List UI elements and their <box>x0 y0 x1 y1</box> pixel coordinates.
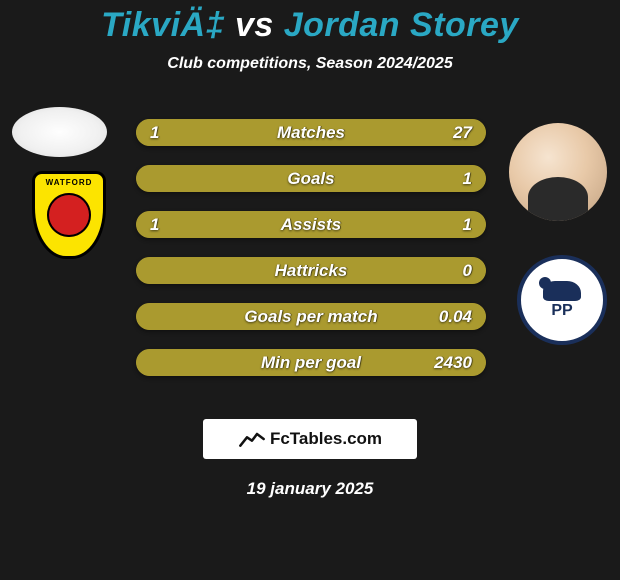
stat-label: Hattricks <box>136 261 486 281</box>
comparison-infographic: TikviÄ‡ vs Jordan Storey Club competitio… <box>0 0 620 580</box>
preston-pp: PP <box>551 303 572 319</box>
watermark-text: FcTables.com <box>270 429 382 449</box>
club-crest-watford: WATFORD <box>20 171 118 259</box>
stat-value-right: 1 <box>463 215 472 235</box>
stat-value-right: 2430 <box>434 353 472 373</box>
watermark[interactable]: FcTables.com <box>203 419 417 459</box>
stat-value-right: 27 <box>453 123 472 143</box>
player1-avatar <box>12 107 107 157</box>
player2-name: Jordan Storey <box>284 6 519 44</box>
content-area: WATFORD PP 1Matches27Goals11Assists1Hatt… <box>0 107 620 397</box>
stat-label: Matches <box>136 123 486 143</box>
stat-value-right: 0.04 <box>439 307 472 327</box>
vs-text: vs <box>235 6 274 44</box>
stat-bar: 1Matches27 <box>136 119 486 146</box>
stat-value-right: 1 <box>463 169 472 189</box>
date-text: 19 january 2025 <box>0 479 620 499</box>
player1-name: TikviÄ‡ <box>101 6 225 44</box>
stat-bar: Goals1 <box>136 165 486 192</box>
stat-value-right: 0 <box>463 261 472 281</box>
watford-shield: WATFORD <box>32 171 106 259</box>
fctables-logo-icon <box>238 429 266 449</box>
watford-label: WATFORD <box>35 178 103 187</box>
page-title: TikviÄ‡ vs Jordan Storey <box>0 6 620 45</box>
stat-label: Assists <box>136 215 486 235</box>
stat-bar: Goals per match0.04 <box>136 303 486 330</box>
stat-bar: Min per goal2430 <box>136 349 486 376</box>
stat-label: Goals per match <box>136 307 486 327</box>
stats-bars: 1Matches27Goals11Assists1Hattricks0Goals… <box>136 119 486 376</box>
stat-label: Goals <box>136 169 486 189</box>
preston-lamb-icon <box>543 281 581 301</box>
subtitle: Club competitions, Season 2024/2025 <box>0 55 620 73</box>
stat-bar: Hattricks0 <box>136 257 486 284</box>
stat-bar: 1Assists1 <box>136 211 486 238</box>
player2-avatar <box>509 123 607 221</box>
club-crest-preston: PP <box>517 255 607 345</box>
